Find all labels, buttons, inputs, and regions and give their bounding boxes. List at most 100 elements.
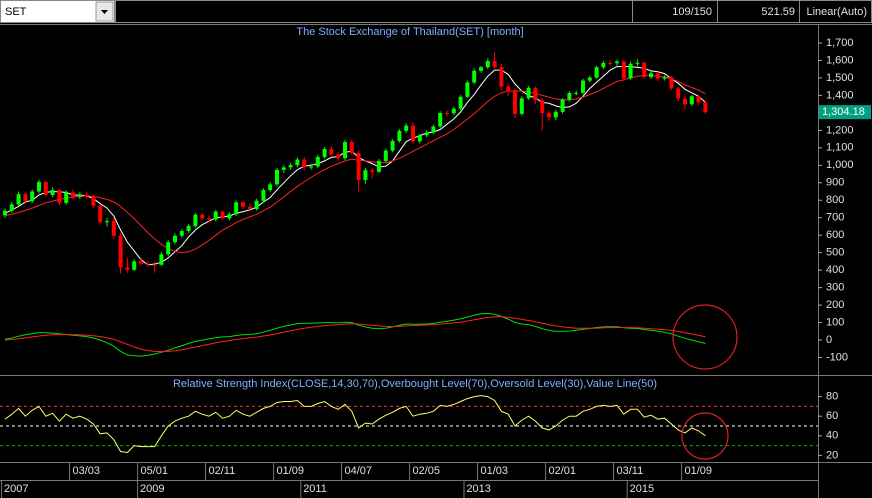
- value: 521.59: [761, 6, 795, 18]
- candle-body: [377, 160, 381, 172]
- candle-body: [445, 113, 449, 115]
- indicator-line: [4, 66, 706, 266]
- annotation-circle: [681, 412, 729, 460]
- candle-body: [499, 67, 504, 87]
- candle-body: [397, 130, 402, 142]
- candle-body: [540, 100, 545, 114]
- candle-body: [281, 167, 286, 170]
- x-tick-label: 02/11: [209, 465, 236, 477]
- candle-body: [547, 113, 551, 118]
- candle-body: [560, 99, 565, 112]
- year-label: 2013: [466, 483, 490, 495]
- candle-body: [336, 154, 341, 159]
- candle-body: [193, 214, 198, 226]
- dropdown-arrow: [101, 10, 108, 14]
- scale[interactable]: Linear(Auto): [806, 6, 867, 18]
- chart-title: The Stock Exchange of Thailand(SET) [mon…: [296, 26, 523, 38]
- candle-body: [417, 135, 422, 142]
- y-tick-label: 900: [826, 177, 844, 189]
- candle-body: [383, 150, 388, 161]
- candle-body: [30, 191, 35, 202]
- y-tick-label: 1,200: [826, 124, 854, 136]
- candle-body: [363, 170, 368, 180]
- candle-body: [689, 96, 694, 105]
- last-price-label: 1,304.18: [822, 106, 865, 118]
- candle-body: [608, 62, 613, 64]
- candle-body: [213, 211, 218, 220]
- y-tick-label: 600: [826, 229, 844, 241]
- candle-body: [438, 113, 443, 127]
- candle-body: [329, 149, 334, 155]
- x-tick-label: 03/03: [73, 465, 101, 477]
- candle-body: [642, 62, 647, 78]
- candle-body: [635, 62, 640, 64]
- x-tick-label: 01/09: [277, 465, 305, 477]
- candle-body: [166, 242, 171, 255]
- y-tick-label: 700: [826, 212, 844, 224]
- candle-body: [587, 77, 592, 81]
- y-tick-label: 1,000: [826, 159, 854, 171]
- candle-body: [404, 125, 409, 131]
- rsi-line: [4, 395, 706, 454]
- candle-body: [322, 149, 327, 157]
- candle-body: [125, 267, 130, 270]
- candle-body: [268, 184, 273, 191]
- y-tick-label: 60: [826, 410, 838, 422]
- candle-body: [567, 92, 572, 100]
- annotation-circle: [672, 304, 738, 370]
- x-tick-label: 03/11: [617, 465, 644, 477]
- symbol-box[interactable]: [0, 0, 115, 23]
- indicator-line: [4, 74, 706, 254]
- candle-body: [655, 73, 660, 79]
- candle-body: [526, 87, 531, 99]
- candle-body: [207, 218, 211, 220]
- y-tick-label: 100: [826, 316, 844, 328]
- candle-body: [315, 156, 320, 167]
- candle-body: [139, 261, 143, 264]
- candle-body: [628, 63, 633, 79]
- candle-body: [23, 194, 28, 202]
- plot: -100 0 100 200 300 400 500 600 700 800 900 1,000 1,1…: [0, 37, 871, 498]
- candle-body: [343, 142, 347, 159]
- y-tick-label: 20: [826, 449, 838, 461]
- y-tick-label: 500: [826, 247, 844, 259]
- candle-body: [302, 159, 307, 168]
- candle-body: [349, 142, 354, 154]
- year-label: 2007: [4, 483, 28, 495]
- candle-body: [288, 165, 293, 168]
- candle-body: [669, 77, 674, 89]
- candle-body: [581, 80, 585, 93]
- candle-body: [71, 192, 75, 198]
- candle-body: [533, 87, 538, 101]
- candle-body: [16, 194, 21, 205]
- candle-body: [37, 181, 41, 192]
- candle-body: [615, 61, 619, 64]
- candle-body: [254, 200, 259, 209]
- y-tick-label: 1,400: [826, 89, 854, 101]
- candle-body: [3, 210, 7, 216]
- candle-body: [492, 60, 497, 68]
- last-price-box: [819, 105, 871, 120]
- x-tick-label: 02/05: [413, 465, 441, 477]
- candle-body: [234, 202, 239, 215]
- candle-body: [424, 132, 429, 136]
- candle-body: [411, 125, 415, 142]
- candle-body: [479, 67, 483, 71]
- candle-body: [621, 61, 626, 79]
- candle-body: [594, 67, 599, 78]
- y-tick-label: 400: [826, 264, 844, 276]
- candle-body: [649, 73, 653, 78]
- indicator-line: [4, 316, 706, 353]
- symbol[interactable]: SET: [5, 6, 27, 18]
- x-tick-label: 02/01: [549, 465, 577, 477]
- x-tick-label: 05/01: [141, 465, 169, 477]
- candle-body: [159, 254, 164, 265]
- candle-body: [200, 214, 205, 219]
- candle-body: [50, 190, 55, 196]
- candle-body: [506, 86, 511, 92]
- y-tick-label: 1,100: [826, 142, 854, 154]
- candle-body: [601, 62, 606, 68]
- x-tick-label: 01/09: [685, 465, 713, 477]
- candle-body: [703, 102, 708, 113]
